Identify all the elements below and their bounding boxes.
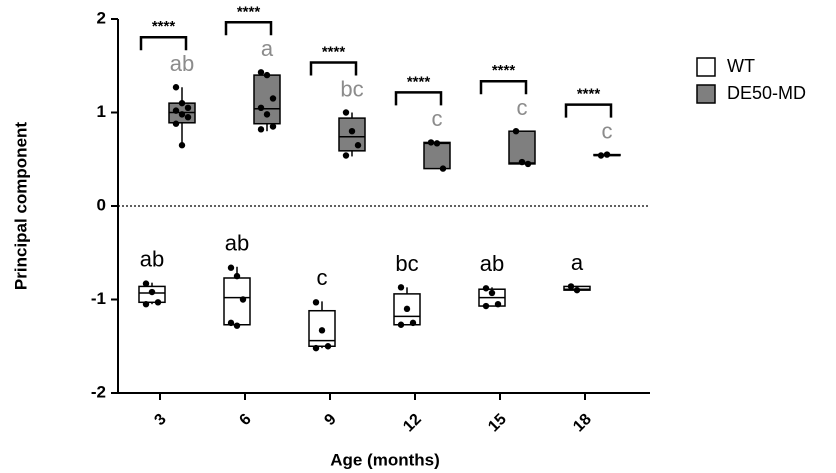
- data-point: [233, 272, 241, 280]
- group-letter: c: [517, 95, 528, 120]
- data-point: [348, 128, 356, 135]
- significance-bracket: [394, 91, 443, 106]
- data-point: [518, 158, 526, 166]
- x-tick-label: 6: [236, 411, 254, 429]
- data-point: [239, 296, 247, 303]
- significance-label: ****: [492, 62, 516, 79]
- significance-label: ****: [152, 18, 176, 35]
- data-point: [324, 343, 332, 350]
- data-point: [263, 111, 271, 118]
- data-point: [172, 107, 180, 114]
- significance-bracket: [479, 79, 528, 95]
- data-point: [603, 151, 611, 158]
- data-point: [257, 126, 265, 133]
- data-point: [148, 288, 156, 296]
- box: [508, 130, 536, 165]
- data-point: [342, 152, 350, 159]
- y-tick-label: -2: [91, 382, 106, 401]
- data-point: [439, 165, 447, 172]
- x-tick-label: 3: [151, 411, 169, 429]
- data-point: [433, 140, 441, 147]
- significance-bracket: [309, 61, 358, 76]
- data-point: [397, 284, 405, 291]
- data-point: [227, 264, 235, 271]
- group-letter: ab: [140, 246, 164, 271]
- data-point: [178, 142, 186, 149]
- box: [223, 277, 251, 326]
- data-point: [263, 71, 271, 79]
- y-tick-label: -1: [91, 289, 106, 308]
- data-point: [233, 322, 241, 329]
- data-point: [488, 289, 496, 297]
- data-point: [257, 104, 265, 112]
- significance-bracket: [139, 36, 188, 51]
- data-point: [397, 321, 405, 328]
- data-point: [318, 327, 326, 334]
- significance-label: ****: [237, 3, 261, 20]
- significance-label: ****: [577, 86, 601, 103]
- legend-swatch: [696, 84, 716, 104]
- data-point: [154, 299, 162, 306]
- data-point: [403, 305, 411, 313]
- group-letter: bc: [395, 251, 418, 276]
- legend-swatch: [696, 57, 716, 77]
- significance-label: ****: [407, 73, 431, 90]
- significance-bracket: [564, 103, 613, 118]
- data-point: [567, 283, 575, 290]
- group-letter: a: [261, 36, 274, 61]
- data-point: [312, 344, 320, 352]
- y-axis-label: Principal component: [11, 122, 30, 290]
- x-tick-label: 18: [570, 411, 595, 436]
- group-letter: ab: [170, 51, 194, 76]
- box: [423, 141, 451, 170]
- data-point: [172, 84, 180, 91]
- data-point: [409, 319, 417, 327]
- box: [338, 117, 366, 152]
- data-point: [597, 152, 605, 159]
- data-point: [427, 139, 435, 146]
- y-tick-label: 2: [97, 8, 106, 27]
- group-letter: ab: [225, 231, 249, 256]
- data-point: [142, 300, 150, 308]
- data-point: [342, 109, 350, 116]
- y-tick-label: 1: [97, 102, 106, 121]
- data-point: [269, 123, 277, 130]
- legend-label: DE50-MD: [727, 83, 806, 103]
- y-tick-label: 0: [97, 195, 106, 214]
- data-point: [354, 142, 362, 149]
- group-letter: c: [602, 118, 613, 143]
- x-tick-label: 9: [321, 411, 339, 429]
- data-point: [178, 111, 186, 118]
- data-point: [482, 302, 490, 310]
- legend-label: WT: [727, 56, 755, 76]
- significance-bracket: [224, 21, 273, 36]
- data-point: [184, 104, 192, 112]
- data-point: [184, 113, 192, 121]
- group-letter: ab: [480, 251, 504, 276]
- data-point: [269, 95, 277, 102]
- data-point: [227, 319, 235, 327]
- data-point: [312, 299, 320, 306]
- data-point: [172, 120, 180, 127]
- group-letter: c: [317, 265, 328, 290]
- data-point: [257, 69, 265, 76]
- significance-label: ****: [322, 43, 346, 60]
- data-point: [573, 286, 581, 294]
- group-letter: c: [432, 106, 443, 131]
- x-tick-label: 12: [400, 411, 425, 436]
- data-point: [494, 300, 502, 308]
- data-point: [524, 160, 532, 168]
- group-letter: bc: [340, 76, 363, 101]
- data-point: [142, 280, 150, 287]
- x-axis-label: Age (months): [330, 450, 440, 469]
- data-point: [482, 285, 490, 292]
- data-point: [512, 128, 520, 135]
- data-point: [178, 99, 186, 107]
- x-tick-label: 15: [485, 411, 510, 436]
- group-letter: a: [571, 250, 584, 275]
